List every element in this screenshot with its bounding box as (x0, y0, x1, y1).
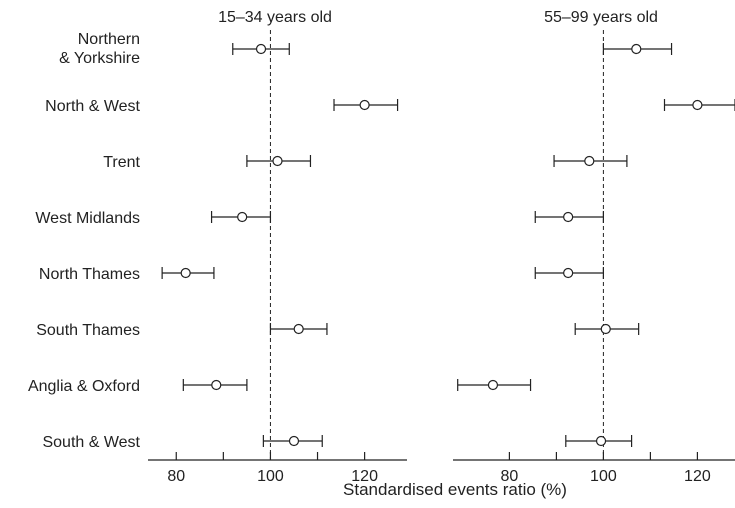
row-label: Trent (103, 154, 140, 171)
row-label-line: Northern (78, 31, 140, 48)
estimate-point (255, 43, 267, 55)
panel-55-99: 55–99 years old 80 100 120 (453, 9, 735, 485)
x-axis-label: Standardised events ratio (%) (343, 480, 567, 499)
estimate-point (584, 155, 595, 167)
x-tick-label: 80 (501, 468, 519, 485)
x-tick-label: 100 (257, 468, 284, 485)
panel-title: 15–34 years old (218, 9, 332, 26)
row-label: West Midlands (35, 210, 140, 227)
row-label: North & West (45, 98, 140, 115)
estimate-point (692, 99, 703, 111)
panel-title: 55–99 years old (544, 9, 658, 26)
x-tick-label: 100 (590, 468, 617, 485)
row-labels: Northern & Yorkshire North & West Trent West… (28, 31, 141, 451)
estimate-point (180, 267, 191, 279)
x-tick-label: 120 (684, 468, 711, 485)
estimate-point (563, 211, 574, 223)
estimate-point (600, 323, 611, 335)
estimate-point (487, 379, 499, 391)
row-label: Northern & Yorkshire (59, 31, 140, 67)
estimate-point (272, 155, 283, 167)
row-label: South Thames (36, 322, 140, 339)
x-tick-label: 120 (351, 468, 378, 485)
row-label: Anglia & Oxford (28, 378, 140, 395)
row-label: South & West (42, 434, 140, 451)
estimate-point (359, 99, 370, 111)
panel-15-34: 15–34 years old 80 100 120 (148, 9, 407, 485)
estimate-point (293, 323, 304, 335)
row-label: North Thames (39, 266, 140, 283)
estimate-point (237, 211, 248, 223)
estimate-point (288, 435, 300, 447)
x-tick-label: 80 (167, 468, 185, 485)
estimate-point (595, 435, 607, 447)
estimate-point (211, 379, 222, 391)
row-label-line: & Yorkshire (59, 50, 140, 67)
estimate-point (563, 267, 574, 279)
estimate-point (631, 43, 642, 55)
